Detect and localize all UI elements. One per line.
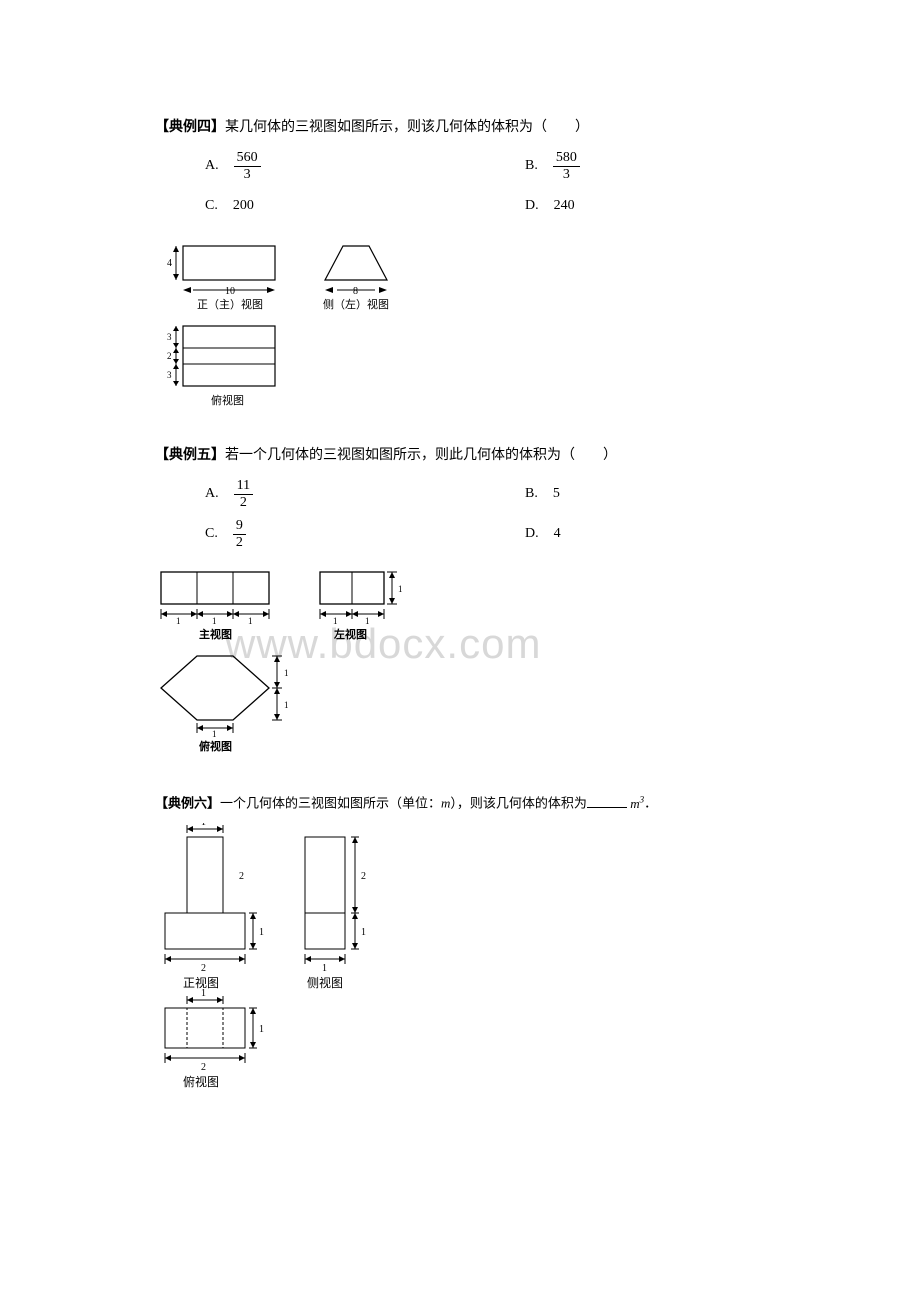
svg-text:侧（左）视图: 侧（左）视图 <box>323 297 389 311</box>
options-row-5-2: C. 9 2 D. 4 <box>205 516 765 552</box>
option-b-fraction: 580 3 <box>553 151 580 182</box>
svg-text:1: 1 <box>333 616 338 626</box>
svg-text:3: 3 <box>167 332 172 342</box>
example-6-prefix: 【典例六】 <box>155 796 220 811</box>
option-5d-letter: D. <box>525 526 539 542</box>
option-c: C. 200 <box>205 188 525 224</box>
options-row-2: C. 200 D. 240 <box>205 188 765 224</box>
example-6-blank <box>587 795 627 808</box>
example-6-prompt-mid: ），则该几何体的体积为 <box>450 796 587 811</box>
option-c-letter: C. <box>205 198 218 214</box>
option-5d: D. 4 <box>525 516 725 552</box>
svg-text:2: 2 <box>201 1062 206 1073</box>
example-6-prompt-pre: 一个几何体的三视图如图所示（单位： <box>220 796 441 811</box>
example-5-prompt: 若一个几何体的三视图如图所示，则此几何体的体积为（ ） <box>225 448 617 463</box>
option-5a-letter: A. <box>205 486 219 502</box>
svg-text:1: 1 <box>284 668 289 678</box>
example-5-prefix: 【典例五】 <box>155 448 225 463</box>
options-row-5-1: A. 11 2 B. 5 <box>205 476 765 512</box>
ex4-svg: 4 10 正（主）视图 8 侧（左）视图 <box>155 238 415 418</box>
svg-text:3: 3 <box>167 370 172 380</box>
option-a-fraction: 560 3 <box>234 151 261 182</box>
option-5b: B. 5 <box>525 476 725 512</box>
option-a-den: 3 <box>244 167 251 182</box>
example-4-prompt: 某几何体的三视图如图所示，则该几何体的体积为（ ） <box>225 120 589 135</box>
svg-text:1: 1 <box>212 729 217 739</box>
svg-text:1: 1 <box>259 1024 264 1035</box>
example-4-prefix: 【典例四】 <box>155 120 225 135</box>
svg-text:俯视图: 俯视图 <box>183 1074 219 1089</box>
example-4-title: 【典例四】某几何体的三视图如图所示，则该几何体的体积为（ ） <box>155 115 765 140</box>
option-5a-fraction: 11 2 <box>234 479 253 510</box>
example-4: 【典例四】某几何体的三视图如图所示，则该几何体的体积为（ ） A. 560 3 … <box>155 115 765 423</box>
svg-text:主视图: 主视图 <box>199 627 232 641</box>
example-6-period: ． <box>644 796 657 811</box>
example-6-unit-cubed: m3 <box>630 796 644 811</box>
option-b: B. 580 3 <box>525 148 725 184</box>
svg-text:10: 10 <box>225 286 235 297</box>
svg-text:1: 1 <box>398 584 403 594</box>
ex5-svg: 1 1 1 主视图 1 <box>155 566 445 756</box>
option-5a-den: 2 <box>240 495 247 510</box>
svg-text:2: 2 <box>167 351 172 361</box>
example-6-unit: m <box>441 796 450 811</box>
option-d-letter: D. <box>525 198 539 214</box>
option-5c-letter: C. <box>205 526 218 542</box>
option-5b-letter: B. <box>525 486 538 502</box>
example-5-figure: 1 1 1 主视图 1 <box>155 566 765 761</box>
option-a-num: 560 <box>234 151 261 167</box>
svg-text:1: 1 <box>361 927 366 938</box>
svg-text:1: 1 <box>212 616 217 626</box>
option-5a-num: 11 <box>234 479 253 495</box>
example-6: 【典例六】一个几何体的三视图如图所示（单位：m），则该几何体的体积为 m3． 1 <box>155 791 765 1103</box>
svg-text:1: 1 <box>176 616 181 626</box>
option-5b-text: 5 <box>553 486 560 502</box>
option-b-den: 3 <box>563 167 570 182</box>
option-5c-fraction: 9 2 <box>233 519 246 550</box>
svg-text:1: 1 <box>259 927 264 938</box>
example-6-title: 【典例六】一个几何体的三视图如图所示（单位：m），则该几何体的体积为 m3． <box>155 791 765 815</box>
svg-text:1: 1 <box>365 616 370 626</box>
svg-text:2: 2 <box>201 963 206 974</box>
example-4-figure: 4 10 正（主）视图 8 侧（左）视图 <box>155 238 765 423</box>
svg-text:1: 1 <box>201 823 206 828</box>
svg-text:1: 1 <box>284 700 289 710</box>
example-5-options: A. 11 2 B. 5 C. 9 2 <box>205 476 765 556</box>
example-4-options: A. 560 3 B. 580 3 C. 200 <box>205 148 765 228</box>
option-b-letter: B. <box>525 158 538 174</box>
svg-text:正（主）视图: 正（主）视图 <box>197 297 263 311</box>
option-b-num: 580 <box>553 151 580 167</box>
option-c-text: 200 <box>233 198 254 214</box>
option-d-text: 240 <box>554 198 575 214</box>
svg-text:俯视图: 俯视图 <box>199 739 232 753</box>
svg-text:4: 4 <box>167 258 172 269</box>
ex6-svg: 1 2 1 2 正视图 <box>155 823 425 1098</box>
option-a: A. 560 3 <box>205 148 525 184</box>
svg-text:左视图: 左视图 <box>333 627 367 641</box>
option-5d-text: 4 <box>554 526 561 542</box>
option-a-letter: A. <box>205 158 219 174</box>
svg-text:侧视图: 侧视图 <box>307 975 343 990</box>
svg-text:1: 1 <box>248 616 253 626</box>
option-d: D. 240 <box>525 188 725 224</box>
example-6-figure: 1 2 1 2 正视图 <box>155 823 765 1103</box>
svg-text:2: 2 <box>239 871 244 882</box>
example-5: 【典例五】若一个几何体的三视图如图所示，则此几何体的体积为（ ） A. 11 2… <box>155 443 765 761</box>
options-row-1: A. 560 3 B. 580 3 <box>205 148 765 184</box>
example-5-title: 【典例五】若一个几何体的三视图如图所示，则此几何体的体积为（ ） <box>155 443 765 468</box>
option-5c-den: 2 <box>236 535 243 550</box>
svg-text:1: 1 <box>322 963 327 974</box>
svg-text:8: 8 <box>353 286 358 297</box>
option-5c: C. 9 2 <box>205 516 525 552</box>
option-5a: A. 11 2 <box>205 476 525 512</box>
svg-text:1: 1 <box>201 988 206 999</box>
svg-text:俯视图: 俯视图 <box>211 393 244 407</box>
page-content: 【典例四】某几何体的三视图如图所示，则该几何体的体积为（ ） A. 560 3 … <box>155 115 765 1103</box>
svg-text:2: 2 <box>361 871 366 882</box>
option-5c-num: 9 <box>233 519 246 535</box>
